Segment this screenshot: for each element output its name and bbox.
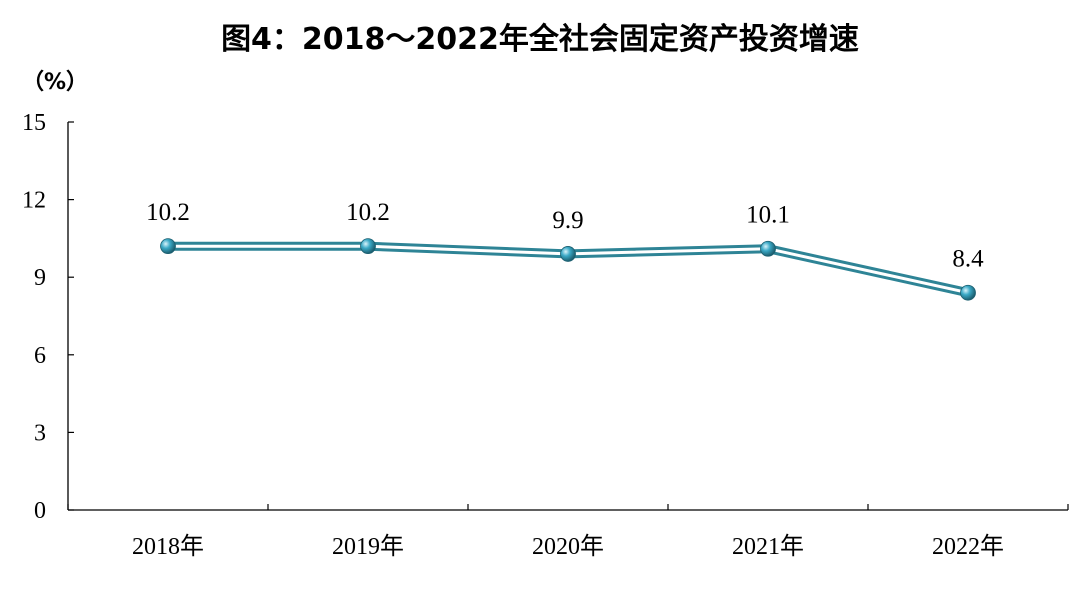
x-tick-label: 2021年 (732, 533, 804, 560)
y-axis-unit: （%） (22, 70, 89, 95)
data-point (560, 246, 576, 262)
data-point (160, 238, 176, 255)
data-label: 10.1 (746, 202, 790, 229)
data-point (960, 284, 976, 301)
y-tick-label: 9 (34, 265, 46, 291)
x-tick-label: 2022年 (932, 533, 1004, 560)
data-label: 10.2 (346, 199, 390, 226)
data-label: 10.2 (146, 199, 190, 226)
y-tick-label: 6 (34, 343, 46, 369)
data-label: 9.9 (552, 207, 583, 234)
data-point (360, 238, 376, 255)
x-tick-label: 2018年 (132, 533, 204, 560)
data-point (760, 240, 776, 257)
x-tick-label: 2020年 (532, 533, 604, 560)
y-tick-label: 3 (34, 420, 46, 446)
data-label: 8.4 (952, 246, 984, 273)
y-tick-label: 15 (22, 110, 46, 136)
x-tick-label: 2019年 (332, 533, 404, 560)
y-tick-label: 12 (22, 188, 46, 214)
y-tick-label: 0 (34, 498, 46, 524)
chart-title: 图4：2018～2022年全社会固定资产投资增速 (221, 22, 859, 57)
